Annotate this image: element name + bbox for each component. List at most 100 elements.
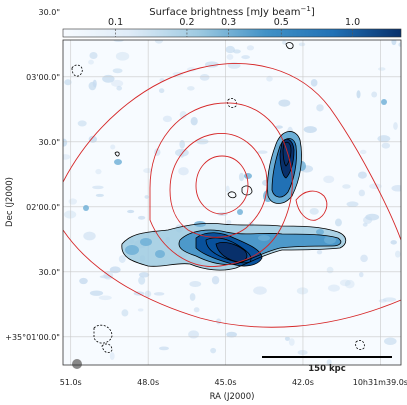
bar-contour-5 <box>215 242 248 263</box>
noise-speckle <box>83 231 96 241</box>
noise-speckle <box>310 79 318 87</box>
noise-speckle <box>238 172 245 182</box>
y-tick-label-1: 30.0" <box>39 268 61 277</box>
noise-speckle <box>381 142 391 149</box>
noise-speckle <box>225 185 230 193</box>
noise-speckle <box>98 295 112 301</box>
noise-speckle <box>391 40 397 46</box>
noise-speckle <box>377 135 391 143</box>
bar-contour-2 <box>178 229 342 265</box>
noise-speckle <box>253 286 267 295</box>
noise-speckle <box>356 90 361 99</box>
noise-speckle <box>391 185 401 192</box>
noise-speckle <box>395 250 401 258</box>
noise-speckle <box>63 154 71 160</box>
x-tick-label-2: 45.0s <box>215 378 237 387</box>
noise-speckle <box>371 91 378 98</box>
noise-speckle <box>378 67 386 71</box>
noise-speckle <box>246 45 255 51</box>
emission-blob-12 <box>83 205 89 211</box>
x-tick-label-1: 48.0s <box>137 378 159 387</box>
colorbar-tick-label-1: 0.2 <box>179 17 194 28</box>
noise-speckle <box>196 138 209 145</box>
noise-speckle <box>210 347 217 354</box>
bar-contour-1 <box>121 222 347 271</box>
x-tick-labels: 51.0s 48.0s 45.0s 42.0s 10h31m39.0s <box>60 378 407 387</box>
x-tick-label-3: 42.0s <box>292 378 314 387</box>
noise-speckle <box>137 215 146 220</box>
noise-speckle <box>190 116 198 126</box>
noise-speckle <box>360 149 367 155</box>
emission-blob-6 <box>244 173 252 179</box>
noise-speckle <box>113 40 124 43</box>
x-axis-label: RA (J2000) <box>210 392 255 402</box>
noise-speckle <box>393 122 398 130</box>
scale-bar-label: 150 kpc <box>308 364 345 374</box>
noise-speckle <box>257 150 268 154</box>
y-axis-label: Dec (J2000) <box>5 177 15 227</box>
noise-speckle <box>187 86 195 91</box>
noise-speckle <box>77 120 87 127</box>
noise-speckle <box>127 209 135 214</box>
noise-speckle <box>363 216 373 224</box>
noise-speckle <box>89 51 98 60</box>
bar-contour-4 <box>205 237 252 264</box>
noise-speckle <box>162 115 173 123</box>
small-contour-c <box>285 42 294 50</box>
noise-speckle <box>360 254 368 263</box>
noise-speckle <box>316 249 323 255</box>
noise-speckle <box>390 240 397 245</box>
black-contours <box>71 42 365 354</box>
emission-blob-0 <box>125 245 139 255</box>
noise-speckle <box>95 193 104 197</box>
noise-speckle <box>278 99 291 107</box>
noise-speckle <box>199 73 210 81</box>
y-tick-label-4: 03'00.0" <box>26 73 60 82</box>
red-contour-3 <box>169 133 268 238</box>
noise-speckle <box>359 271 364 278</box>
noise-speckle <box>179 110 187 119</box>
emission-blob-3 <box>324 236 336 244</box>
emission-blob-4 <box>316 229 324 235</box>
noise-speckle <box>95 168 102 175</box>
dashed-contour-b <box>227 98 237 108</box>
noise-speckle <box>323 175 335 184</box>
colorbar-tick-label-0: 0.1 <box>108 17 123 28</box>
small-contour-d <box>114 151 120 157</box>
noise-speckle <box>154 40 164 44</box>
colorbar-tick-label-3: 0.5 <box>274 17 289 28</box>
map-background <box>63 40 401 365</box>
y-tick-label-3: 30.0" <box>39 138 61 147</box>
noise-speckle <box>110 144 116 150</box>
noise-speckle <box>63 210 77 219</box>
red-contour-4 <box>195 155 249 215</box>
noise-speckle <box>179 140 185 149</box>
noise-speckle <box>326 266 334 274</box>
noise-speckle <box>384 337 397 345</box>
noise-speckle <box>275 125 283 129</box>
noise-speckle <box>284 336 290 341</box>
emission-blob-1 <box>140 238 152 246</box>
colorbar-tick-label-2: 0.3 <box>221 17 236 28</box>
noise-speckle <box>316 104 324 112</box>
emission-blob-10 <box>237 209 243 215</box>
noise-speckle <box>143 168 153 174</box>
noise-speckle <box>109 352 115 361</box>
dashed-contour-d <box>101 343 113 354</box>
x-tick-label-0: 51.0s <box>60 378 82 387</box>
noise-speckle <box>158 88 165 94</box>
noise-speckle <box>115 51 130 61</box>
red-contours <box>63 63 401 328</box>
emission-blob-13 <box>114 159 122 165</box>
small-contour-a <box>241 185 253 196</box>
dashed-contour-a <box>71 64 83 77</box>
emission-blob-2 <box>155 250 165 258</box>
background-noise <box>63 40 401 365</box>
noise-speckle <box>326 359 332 365</box>
y-tick-label-2: 02'00.0" <box>26 203 60 212</box>
noise-speckle <box>226 53 234 60</box>
y-tick-label-0: +35°01'00.0" <box>5 333 60 342</box>
dashed-contour-c <box>93 324 113 344</box>
noise-speckle <box>225 45 236 54</box>
